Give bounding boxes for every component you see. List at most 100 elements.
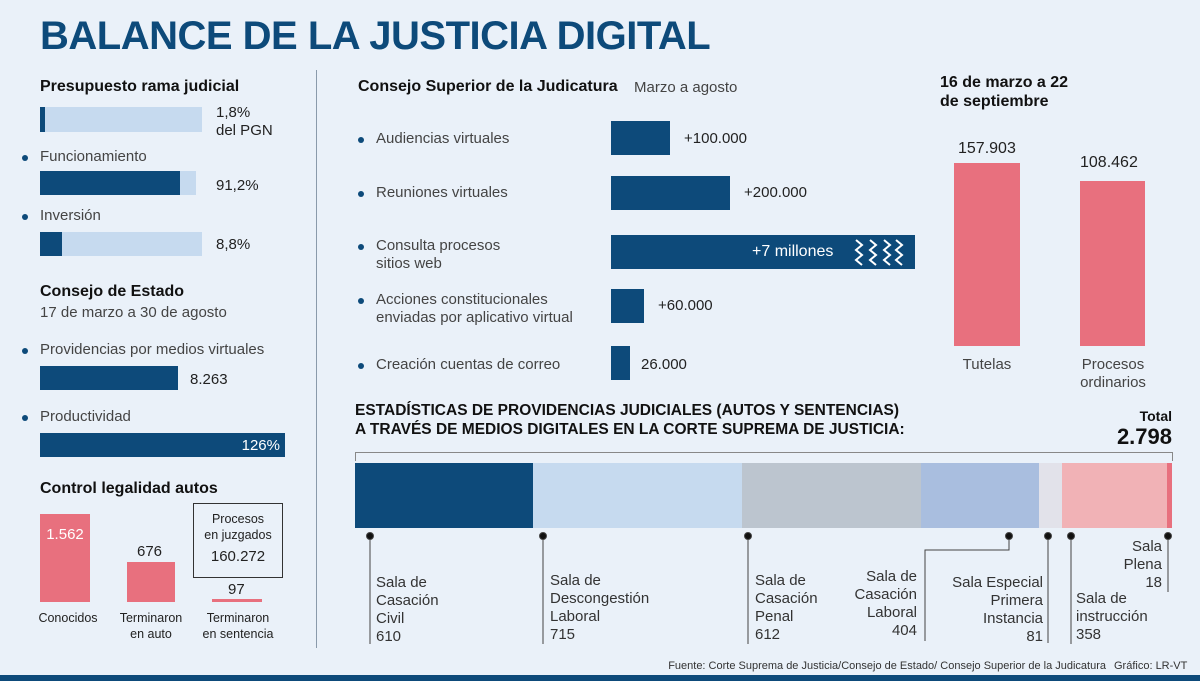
conocidos-bar <box>40 514 90 602</box>
auto-label-2: en auto <box>130 627 172 641</box>
pgn-bar-track <box>40 107 202 132</box>
pgn-bar <box>40 107 45 132</box>
csj-bar-audiencias <box>611 121 670 155</box>
procesos-label-2: en juzgados <box>204 528 272 542</box>
stack-segment-3 <box>920 463 1039 528</box>
stack-segment-4 <box>1038 463 1063 528</box>
label-penal-line-3: Penal <box>755 608 794 625</box>
providencias-label: Providencias por medios virtuales <box>21 341 265 358</box>
csj-period: Marzo a agosto <box>634 79 738 96</box>
label-penal-value: 612 <box>755 626 781 643</box>
stack-segment-0 <box>355 463 534 528</box>
label-penal-line-1: Sala de <box>755 572 806 589</box>
csj-item-correo-label: Creación cuentas de correo <box>357 356 561 373</box>
csj-bar-consulta <box>611 235 915 269</box>
csj-value-consulta: +7 millones <box>752 243 834 260</box>
label-descongestion-line-2: Descongestión <box>550 590 650 607</box>
dot-penal <box>744 532 752 540</box>
csj-value-audiencias: +100.000 <box>684 130 747 147</box>
auto-value: 676 <box>137 543 163 560</box>
label-civil-line-2: Casación <box>376 592 439 609</box>
footer-rule <box>0 675 1200 681</box>
label-instruccion: Sala de instrucción 358 <box>1076 590 1148 644</box>
label-descongestion-value: 715 <box>550 626 576 643</box>
label-instruccion-line-1: Sala de <box>1076 590 1127 607</box>
funcionamiento-value: 91,2% <box>216 177 259 194</box>
csj-item-acciones-label: Acciones constitucionales <box>358 291 548 308</box>
procesos-value: 160.272 <box>210 548 266 565</box>
providencias-stacked-bar <box>355 463 1172 528</box>
dot-instruccion <box>1067 532 1075 540</box>
total-bracket <box>355 452 1173 461</box>
funcionamiento-bar <box>40 171 180 195</box>
sentencia-label-1: Terminaron <box>206 611 270 625</box>
label-instruccion-value: 358 <box>1076 626 1102 643</box>
csj-item-audiencias-label: Audiencias virtuales <box>357 130 510 147</box>
ordinarios-value: 108.462 <box>1080 154 1138 171</box>
procesos-box <box>193 503 283 578</box>
auto-label-1: Terminaron <box>119 611 183 625</box>
tutelas-heading-2: de septiembre <box>940 93 1049 110</box>
stack-segment-6 <box>1166 463 1172 528</box>
column-divider <box>316 70 317 648</box>
page-title: BALANCE DE LA JUSTICIA DIGITAL <box>40 14 711 58</box>
consejo-estado-period: 17 de marzo a 30 de agosto <box>40 304 227 321</box>
total-value: 2.798 <box>1116 424 1172 449</box>
break-marks-icon <box>854 239 904 266</box>
csj-heading: Consejo Superior de la Judicatura <box>358 78 618 95</box>
sentencia-value: 97 <box>228 581 245 598</box>
providencias-heading-2: A TRAVÉS DE MEDIOS DIGITALES EN LA CORTE… <box>355 421 905 438</box>
providencias-heading-1: ESTADÍSTICAS DE PROVIDENCIAS JUDICIALES … <box>355 402 900 419</box>
label-descongestion: Sala de Descongestión Laboral 715 <box>550 572 649 644</box>
csj-item-consulta-label-2: sitios web <box>376 255 442 272</box>
csj-value-correo: 26.000 <box>641 356 687 373</box>
dot-laboral <box>1005 532 1013 540</box>
pgn-value: 1,8% <box>216 104 251 121</box>
total-label: Total <box>1139 408 1172 424</box>
pgn-label: del PGN <box>216 122 273 139</box>
tutelas-value: 157.903 <box>958 140 1016 157</box>
stack-segment-2 <box>741 463 921 528</box>
stack-segment-1 <box>533 463 742 528</box>
stack-segment-5 <box>1062 463 1167 528</box>
control-heading: Control legalidad autos <box>40 480 218 497</box>
label-laboral: Sala de Casación Laboral 404 <box>840 568 917 640</box>
tutelas-heading-1: 16 de marzo a 22 <box>940 74 1069 91</box>
inversion-value: 8,8% <box>216 236 251 253</box>
csj-value-reuniones: +200.000 <box>744 184 807 201</box>
label-civil: Sala de Casación Civil 610 <box>376 574 439 646</box>
label-especial: Sala Especial Primera Instancia 81 <box>938 574 1043 646</box>
ordinarios-label-2: ordinarios <box>1080 374 1146 391</box>
csj-item-consulta-label: Consulta procesos <box>357 237 501 254</box>
footer-credit: Gráfico: LR-VT <box>1114 660 1188 672</box>
csj-bar-acciones <box>611 289 644 323</box>
label-civil-line-1: Sala de <box>376 574 427 591</box>
label-especial-line-1: Sala Especial <box>952 574 1043 591</box>
csj-bar-correo <box>611 346 630 380</box>
label-especial-value: 81 <box>1026 628 1043 645</box>
sentencia-bar <box>212 599 262 602</box>
sentencia-label-2: en sentencia <box>202 627 274 641</box>
inversion-bar <box>40 232 62 256</box>
csj-item-acciones-label-2: enviadas por aplicativo virtual <box>376 309 573 326</box>
label-plena-value: 18 <box>1145 574 1162 591</box>
tutelas-bar <box>954 163 1020 346</box>
label-plena-line-2: Plena <box>1123 556 1162 573</box>
label-civil-line-3: Civil <box>376 610 405 627</box>
label-descongestion-line-1: Sala de <box>550 572 601 589</box>
label-penal: Sala de Casación Penal 612 <box>755 572 818 644</box>
label-civil-value: 610 <box>376 628 402 645</box>
csj-bar-reuniones <box>611 176 730 210</box>
label-laboral-line-3: Laboral <box>866 604 917 621</box>
label-descongestion-line-3: Laboral <box>550 608 601 625</box>
label-instruccion-line-2: instrucción <box>1076 608 1148 625</box>
footer-source: Fuente: Corte Suprema de Justicia/Consej… <box>668 660 1106 672</box>
label-plena-line-1: Sala <box>1131 538 1162 555</box>
productividad-value: 126% <box>241 437 280 454</box>
ordinarios-label-1: Procesos <box>1081 356 1145 373</box>
dot-civil <box>366 532 374 540</box>
presupuesto-heading: Presupuesto rama judicial <box>40 78 240 95</box>
conocidos-value: 1.562 <box>46 526 84 543</box>
label-plena: Sala Plena 18 <box>1112 538 1162 592</box>
dot-especial <box>1044 532 1052 540</box>
